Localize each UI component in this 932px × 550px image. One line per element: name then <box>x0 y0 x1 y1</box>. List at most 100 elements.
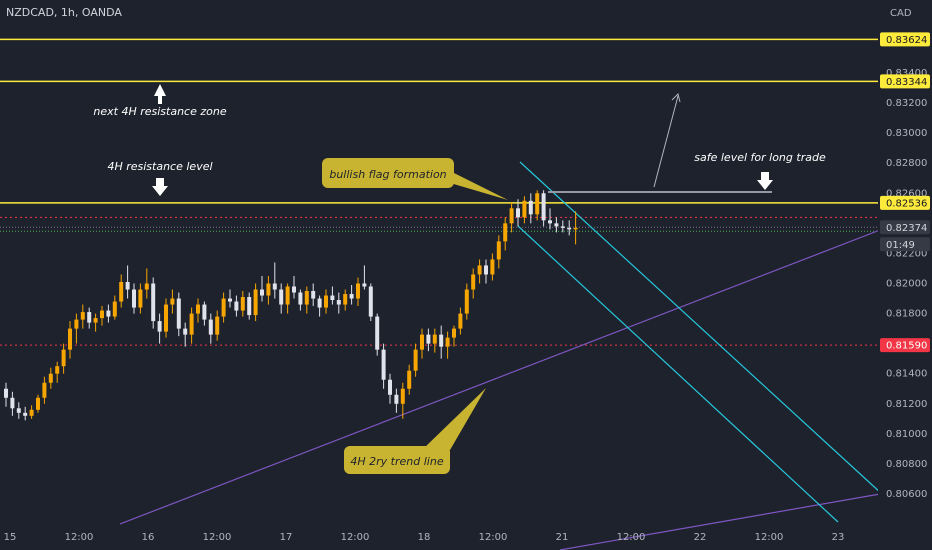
candle-body <box>279 289 284 305</box>
down-arrow-icon <box>152 178 168 196</box>
candle-body <box>292 286 296 293</box>
trend-line-bottom <box>559 493 881 550</box>
time-tick-label: 17 <box>280 532 293 543</box>
candle-body <box>503 223 508 242</box>
candle-body <box>336 300 341 305</box>
candle-body <box>522 200 527 218</box>
candle-body <box>240 297 245 311</box>
candle-body <box>330 295 335 301</box>
time-tick-label: 12:00 <box>341 532 370 543</box>
candle-body <box>144 283 149 290</box>
time-tick-label: 12:00 <box>65 532 94 543</box>
candle-body <box>509 208 514 224</box>
candle-body <box>215 316 220 335</box>
candle-body <box>368 286 373 317</box>
candle-body <box>452 328 456 338</box>
resistance-level-label: 4H resistance level <box>107 160 212 173</box>
price-tick-label: 0.82000 <box>886 279 927 290</box>
candle-body <box>426 334 431 344</box>
bullish-flag-label: bullish flag formation <box>329 168 446 181</box>
bullish-flag-callout <box>322 158 454 188</box>
price-tick-label: 0.82200 <box>886 248 927 259</box>
currency-label: CAD <box>890 8 912 19</box>
time-axis[interactable]: 15 12:00 16 12:00 17 12:00 18 12:00 21 12:00 22 12:… <box>4 532 845 543</box>
price-label-resistance: 0.83624 <box>886 35 927 46</box>
trend-line-lower <box>119 229 881 525</box>
candle-body <box>266 283 271 296</box>
bullish-flag-callout-pointer <box>440 166 508 200</box>
candle-body <box>554 223 559 227</box>
safe-level-label: safe level for long trade <box>694 151 826 164</box>
trend-callout-pointer <box>422 388 486 450</box>
candle-body <box>61 349 66 367</box>
candle-body <box>132 289 136 308</box>
annotations: next 4H resistance zone 4H resistance le… <box>93 84 826 474</box>
candle-body <box>106 310 111 317</box>
candle-body <box>125 281 130 290</box>
candle-body <box>119 281 124 302</box>
candle-body <box>260 289 264 296</box>
candle-body <box>311 291 316 299</box>
candle-body <box>548 220 552 224</box>
candle-body <box>183 328 188 335</box>
time-tick-label: 12:00 <box>617 532 646 543</box>
candle-body <box>560 226 565 228</box>
candle-body <box>362 283 367 287</box>
candle-body <box>228 298 232 302</box>
price-label-red: 0.81590 <box>886 341 927 352</box>
price-label-current: 0.82374 <box>886 223 927 234</box>
candle-body <box>48 373 53 383</box>
candle-body <box>42 382 47 398</box>
candle-body <box>464 289 469 314</box>
candle-body <box>55 366 60 374</box>
candle-body <box>317 298 322 308</box>
candle-body <box>36 397 40 410</box>
price-tick-label: 0.81000 <box>886 429 927 440</box>
candle-body <box>535 193 540 215</box>
candle-body <box>189 313 194 335</box>
candle-body <box>541 193 546 221</box>
candle-body <box>439 334 444 347</box>
candle-body <box>151 283 156 322</box>
candle-body <box>484 265 488 275</box>
candle-body <box>349 294 354 299</box>
candle-body <box>221 298 226 317</box>
price-tick-label: 0.82600 <box>886 188 927 199</box>
channel-line-lower <box>517 225 839 523</box>
price-label-resistance: 0.82536 <box>886 198 927 209</box>
time-tick-label: 12:00 <box>755 532 784 543</box>
candle-body <box>528 200 533 215</box>
channel-line-upper <box>519 161 883 495</box>
candle-body <box>490 259 495 275</box>
candle-body <box>394 394 399 404</box>
candles <box>4 190 578 421</box>
candle-body <box>176 298 181 329</box>
candle-body <box>516 208 520 218</box>
price-axis[interactable]: 0.83400 0.83200 0.83000 0.82800 0.82600 0.822… <box>878 0 932 550</box>
candle-body <box>298 292 303 305</box>
candle-body <box>304 291 309 305</box>
candle-body <box>16 408 21 413</box>
candle-body <box>432 334 437 344</box>
candle-body <box>164 304 168 332</box>
drawings <box>119 93 883 550</box>
candle-body <box>477 265 482 275</box>
price-tick-label: 0.83200 <box>886 98 927 109</box>
price-tick-label: 0.80800 <box>886 459 927 470</box>
price-tick-label: 0.82800 <box>886 158 927 169</box>
candle-body <box>80 312 85 320</box>
candle-body <box>420 334 424 350</box>
up-arrow-icon <box>154 84 166 104</box>
time-tick-label: 21 <box>556 532 569 543</box>
time-tick-label: 12:00 <box>479 532 508 543</box>
candle-body <box>112 301 117 317</box>
candle-body <box>170 298 175 305</box>
candle-body <box>253 289 258 316</box>
candle-body <box>29 409 34 416</box>
price-label-resistance: 0.83344 <box>886 77 927 88</box>
time-tick-label: 22 <box>694 532 707 543</box>
price-label-resistance-bg <box>880 74 930 89</box>
candle-body <box>356 283 360 299</box>
